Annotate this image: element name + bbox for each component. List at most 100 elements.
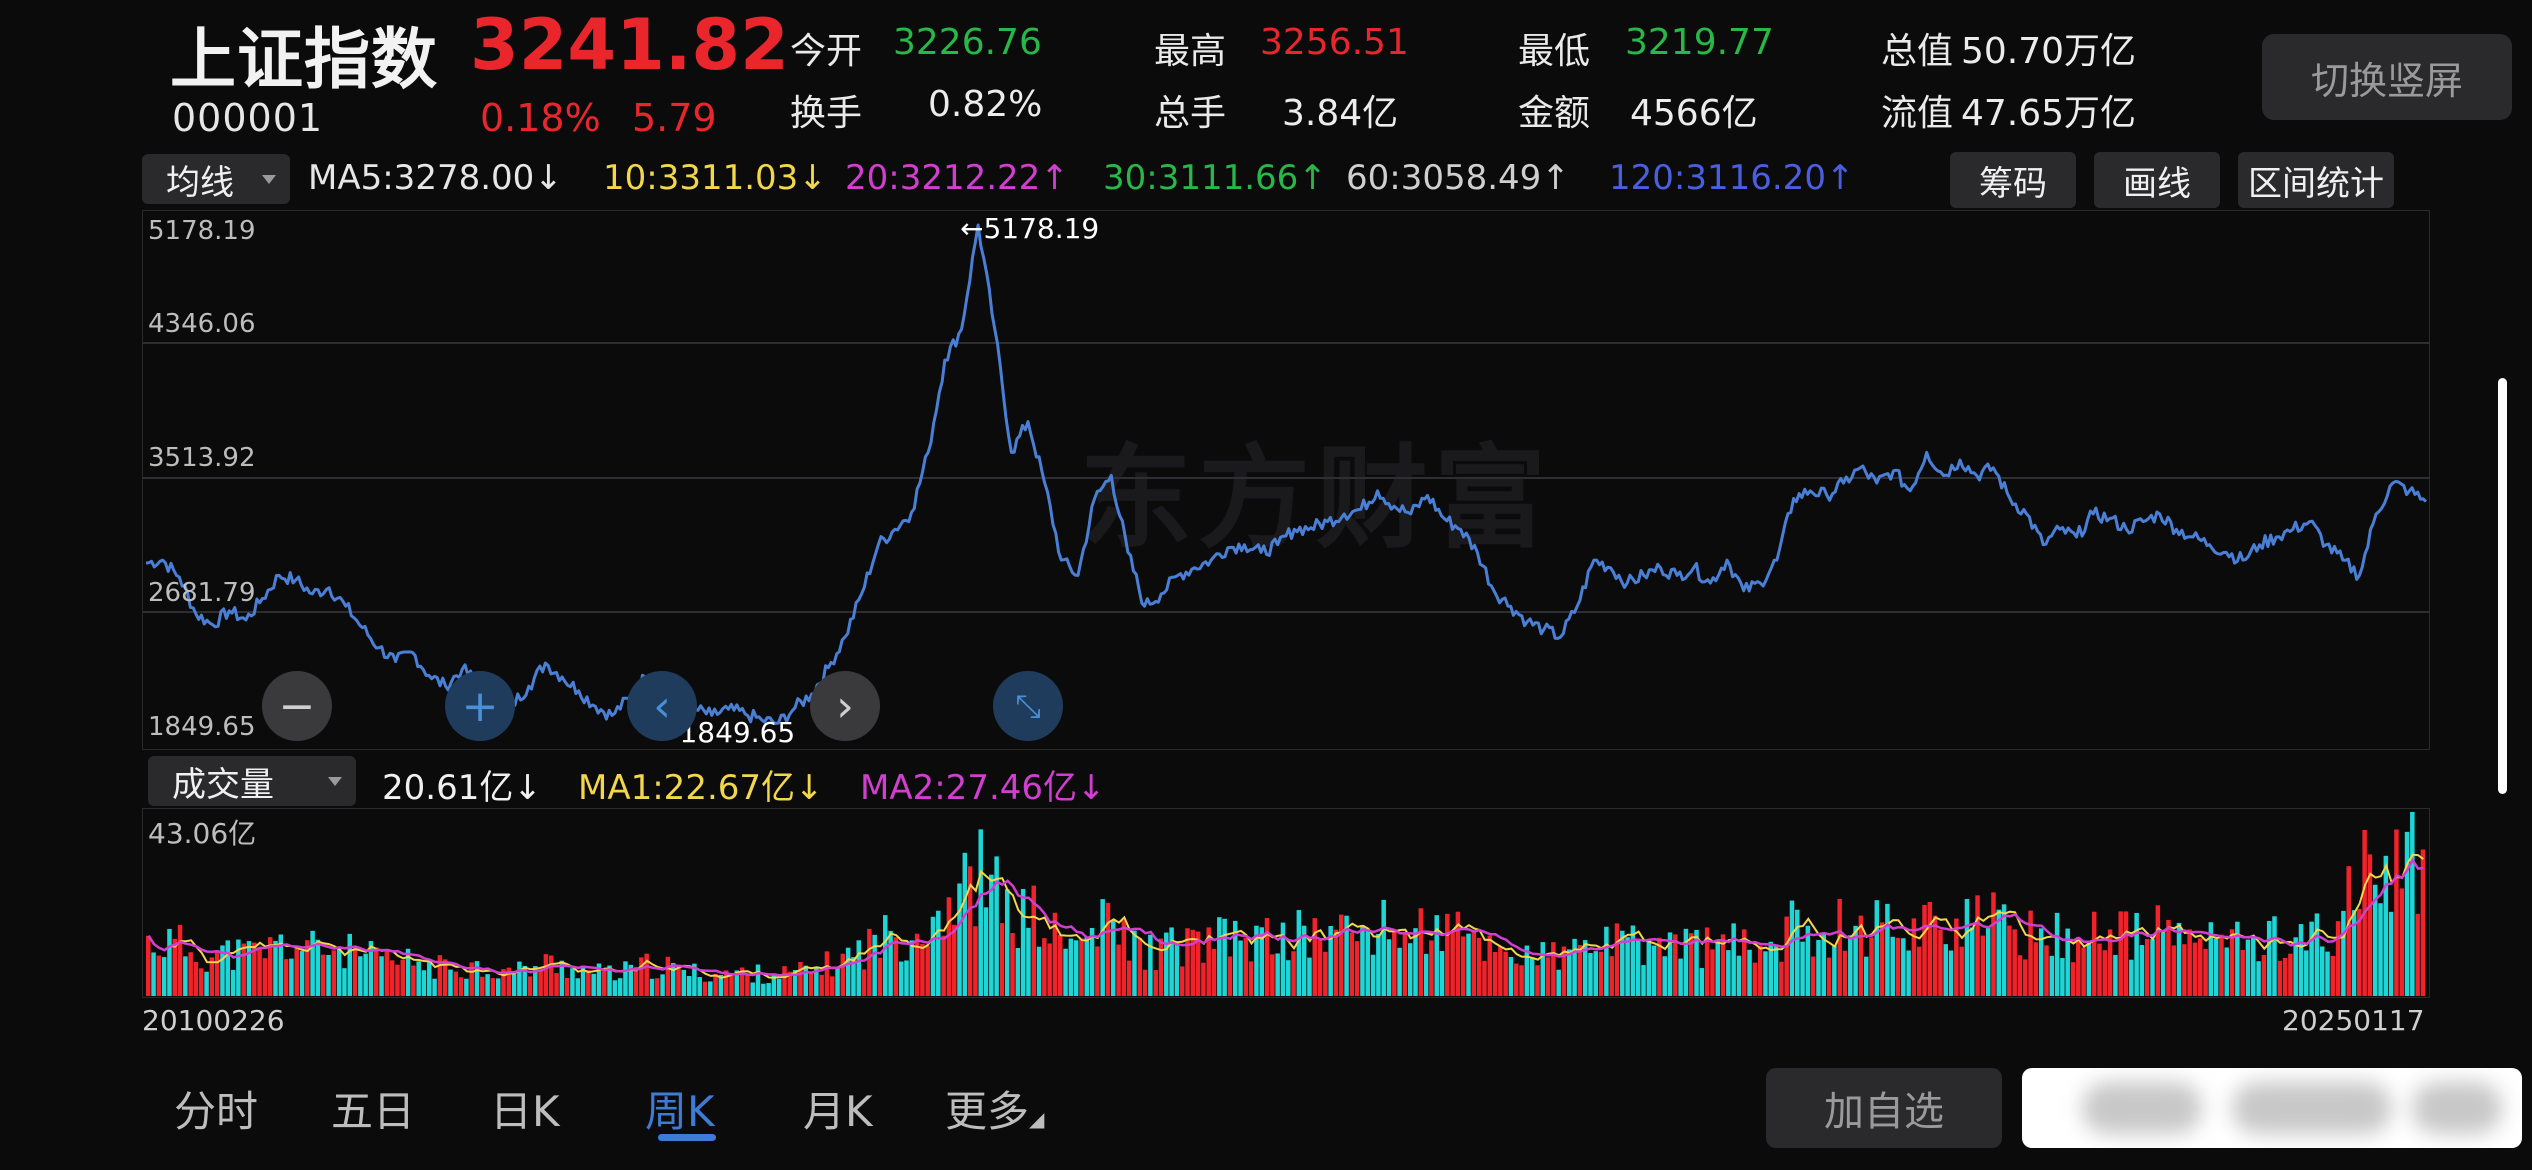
volume-bar [861,969,867,996]
volume-bar [1105,902,1111,996]
chevron-left-icon[interactable]: ‹ [627,671,697,741]
range-stats-button[interactable]: 区间统计 [2238,152,2394,208]
volume-bar [633,967,639,996]
volume-bar [2293,937,2298,996]
stat-amount-value: 4566亿 [1630,93,1758,134]
tab-weekly-k[interactable]: 周K [645,1087,715,1136]
volume-bar [1270,954,1275,996]
volume-bar [1715,939,1720,996]
volume-bar [1869,937,1874,996]
volume-bar [1789,900,1795,996]
tab-more[interactable]: 更多◢ [945,1078,1044,1139]
ma-selector[interactable]: 均线 [142,154,290,204]
volume-current: 20.61亿↓ [382,768,542,808]
volume-bar [543,954,549,996]
volume-bar [2192,942,2198,996]
corner-arrow-icon: ◢ [1029,1107,1045,1131]
volume-bar [427,959,432,996]
volume-bar [681,969,687,996]
volume-bar [1063,948,1068,996]
volume-bar [480,976,485,996]
blurred-action-button[interactable] [2022,1068,2522,1148]
tab-intraday[interactable]: 分时 [174,1087,259,1136]
volume-bar [236,939,241,996]
volume-bar [1047,943,1052,996]
scrollbar[interactable] [2498,378,2507,794]
volume-bar [750,982,755,996]
volume-bar [2134,912,2139,996]
volume-bar [1116,944,1121,996]
change-amount: 5.79 [632,96,717,140]
volume-bar [1137,937,1143,996]
volume-bar [1354,941,1360,996]
volume-bar [1487,935,1492,996]
chip-distribution-button[interactable]: 筹码 [1950,152,2076,208]
volume-bar [697,977,702,996]
volume-bar [723,970,729,996]
volume-bar [1259,927,1264,996]
volume-bar [490,978,496,996]
draw-line-button[interactable]: 画线 [2094,152,2220,208]
volume-bar [989,874,994,996]
indicator-selector[interactable]: 成交量 [148,756,356,806]
volume-bar [713,973,718,996]
volume-bar [883,915,888,996]
volume-ma2-line [147,857,2424,977]
zoom-out-icon[interactable]: − [262,671,332,741]
tab-daily-k[interactable]: 日K [490,1087,560,1136]
volume-bar [1248,961,1254,996]
volume-bar [1169,927,1174,996]
volume-bar [1058,934,1063,996]
volume-bar [2044,945,2049,996]
volume-bar [644,953,649,996]
volume-bar [776,978,782,996]
volume-bar [559,960,565,996]
volume-bar [2341,910,2346,996]
volume-bar [204,971,209,996]
tab-monthly-k[interactable]: 月K [803,1087,873,1136]
volume-bar [824,951,830,996]
volume-bar [1874,900,1880,996]
volume-bar [670,962,676,996]
volume-bar [442,959,448,996]
volume-bar [1630,925,1636,996]
volume-bar [209,957,215,996]
collapse-icon[interactable]: ⤡ [993,671,1063,741]
volume-bar [1959,946,1964,996]
volume-bar [2007,925,2012,996]
volume-bar [1863,956,1869,996]
volume-bar [1476,937,1482,996]
volume-bar [1095,946,1100,996]
volume-bar [1529,958,1535,996]
volume-bar [914,933,920,996]
volume-bar [2166,919,2171,996]
tab-five-day[interactable]: 五日 [331,1087,416,1136]
volume-bar [580,965,586,996]
volume-bar [538,968,543,996]
volume-bar [1954,918,1959,996]
chevron-right-icon[interactable]: › [810,671,880,741]
volume-bar [1370,954,1376,996]
volume-bar [649,978,655,996]
zoom-in-icon[interactable]: + [445,671,515,741]
volume-bar [1222,918,1227,996]
volume-bar [1710,949,1715,996]
volume-bar [548,955,554,996]
volume-bar [2198,938,2203,996]
volume-bar [384,950,390,996]
switch-portrait-button[interactable]: 切换竖屏 [2262,34,2512,120]
volume-bar [1164,932,1169,996]
volume-bar [453,971,459,996]
volume-bar [819,974,824,996]
ma10-value: 10:3311.03↓ [603,158,827,198]
volume-bar [1932,915,1938,996]
volume-bar [967,866,973,996]
volume-bar [177,924,183,996]
volume-bar [1275,953,1280,996]
volume-bar [1572,938,1577,996]
stat-high-value: 3256.51 [1260,22,1409,63]
volume-bar [734,970,740,996]
add-watchlist-button[interactable]: 加自选 [1766,1068,2002,1148]
